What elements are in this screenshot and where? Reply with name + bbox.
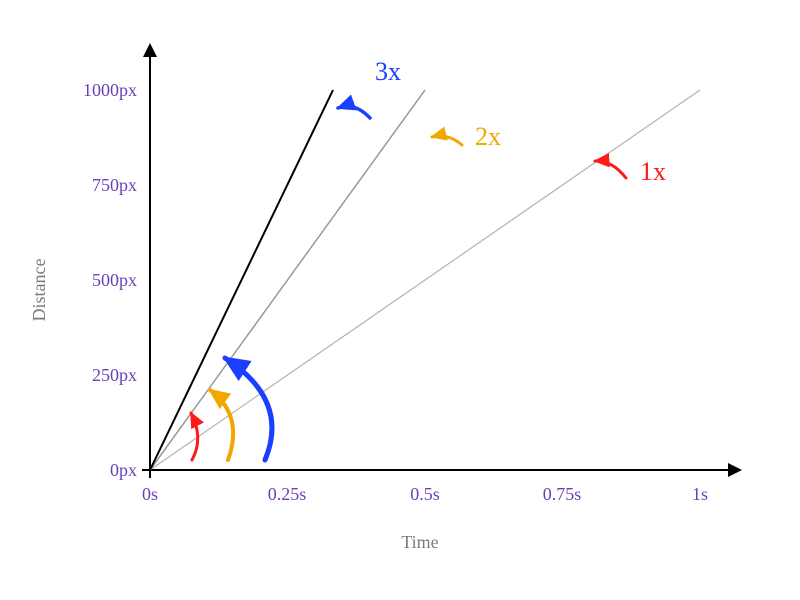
label-arrow-1x xyxy=(595,161,626,178)
series-label-1x: 1x xyxy=(640,157,666,186)
y-tick-4: 1000px xyxy=(83,80,137,100)
x-axis-title: Time xyxy=(401,532,438,552)
chart: 0px 250px 500px 750px 1000px 0s 0.25s 0.… xyxy=(0,0,800,600)
y-axis-title: Distance xyxy=(29,259,49,322)
x-tick-2: 0.5s xyxy=(410,484,440,504)
series-line-1x xyxy=(150,90,700,470)
y-tick-1: 250px xyxy=(92,365,137,385)
y-tick-2: 500px xyxy=(92,270,137,290)
y-tick-0: 0px xyxy=(110,460,137,480)
x-tick-3: 0.75s xyxy=(543,484,582,504)
x-tick-4: 1s xyxy=(692,484,708,504)
angle-arc-red xyxy=(191,413,198,460)
series-label-2x: 2x xyxy=(475,122,501,151)
label-arrow-3x xyxy=(338,106,370,118)
angle-arc-yellow xyxy=(210,390,233,460)
y-tick-labels: 0px 250px 500px 750px 1000px xyxy=(83,80,137,480)
series-line-3x xyxy=(150,90,333,470)
y-tick-3: 750px xyxy=(92,175,137,195)
x-tick-1: 0.25s xyxy=(268,484,307,504)
x-tick-labels: 0s 0.25s 0.5s 0.75s 1s xyxy=(142,484,708,504)
series-label-3x: 3x xyxy=(375,57,401,86)
label-arrow-2x xyxy=(432,136,462,145)
x-tick-0: 0s xyxy=(142,484,158,504)
